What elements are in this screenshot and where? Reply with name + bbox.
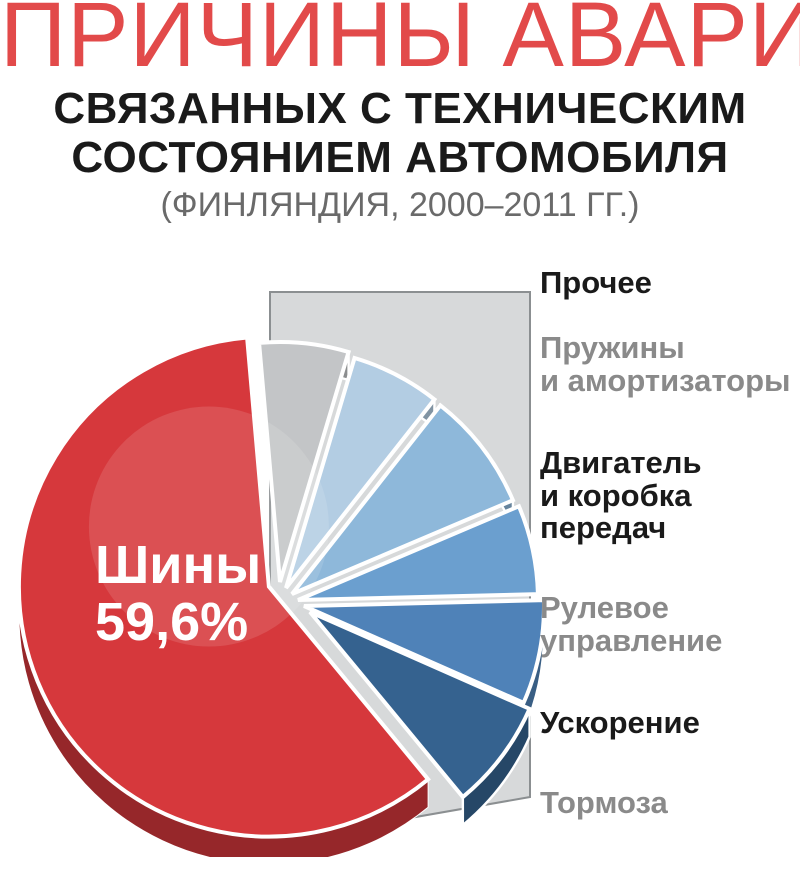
chart-title: ПРИЧИНЫ АВАРИЙ,: [0, 0, 800, 79]
legend-item: Ускорение: [540, 707, 700, 740]
legend-item: Двигательи коробкапередач: [540, 447, 702, 545]
main-slice-label: Шины 59,6%: [95, 537, 261, 650]
chart-subtitle: СВЯЗАННЫХ С ТЕХНИЧЕСКИМ СОСТОЯНИЕМ АВТОМ…: [0, 85, 800, 182]
legend-item: Тормоза: [540, 787, 668, 820]
legend-item: Пружиныи амортизаторы: [540, 332, 791, 397]
main-label-line2: 59,6%: [95, 592, 248, 652]
pie-chart: Шины 59,6% Прочее Пружиныи амортизаторы Дв…: [0, 237, 800, 857]
main-label-line1: Шины: [95, 535, 261, 595]
chart-range: (ФИНЛЯНДИЯ, 2000–2011 ГГ.): [0, 186, 800, 225]
legend-item: Прочее: [540, 267, 652, 300]
legend-item: Рулевоеуправление: [540, 592, 722, 657]
subtitle-line1: СВЯЗАННЫХ С ТЕХНИЧЕСКИМ: [53, 84, 746, 133]
subtitle-line2: СОСТОЯНИЕМ АВТОМОБИЛЯ: [71, 133, 728, 182]
